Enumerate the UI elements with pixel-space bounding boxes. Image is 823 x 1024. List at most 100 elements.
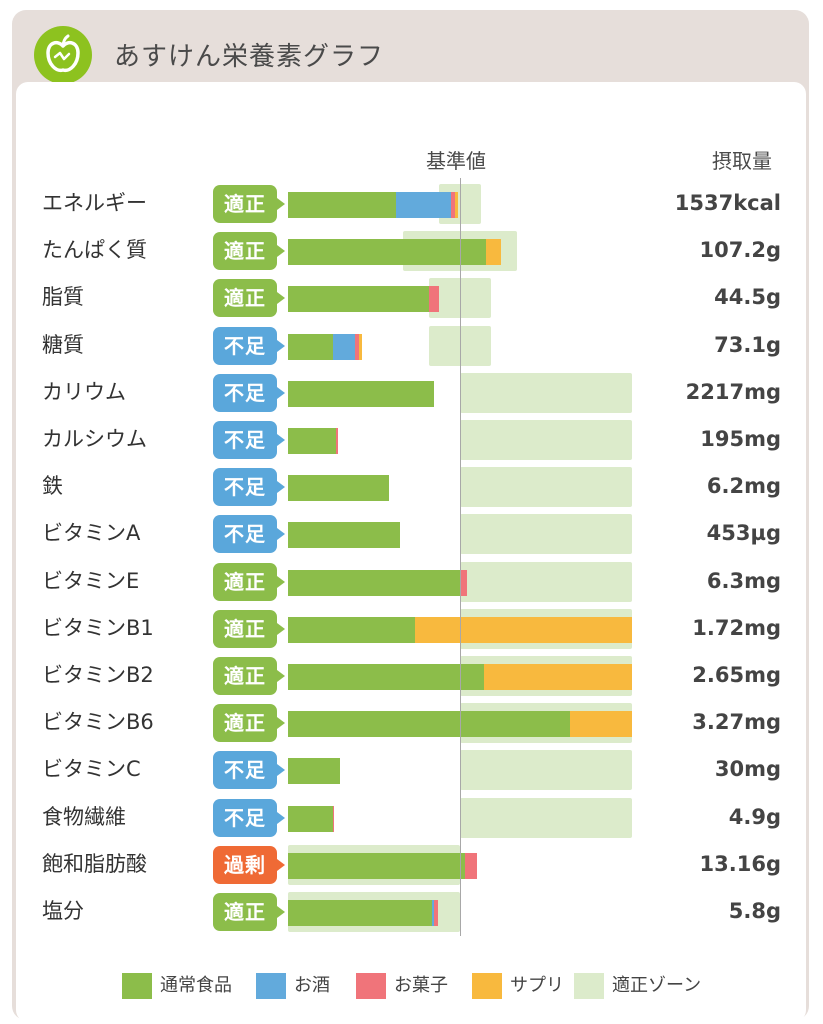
bar-segment-sweets [434, 900, 438, 926]
bar-segment-sweets [460, 569, 467, 596]
nutrient-name: 脂質 [42, 285, 84, 310]
nutrient-row: ビタミンC 不足 30mg [0, 746, 823, 793]
intake-value: 3.27mg [692, 710, 781, 735]
intake-value: 6.2mg [706, 474, 781, 499]
intake-value: 13.16g [699, 851, 781, 876]
bar-segment-supplement [485, 239, 502, 266]
nutrient-row: カルシウム 不足 195mg [0, 416, 823, 463]
nutrient-name: 糖質 [42, 332, 84, 357]
bar-segment-food [288, 192, 397, 218]
bar-segment-alcohol [396, 192, 452, 218]
intake-value: 1537kcal [674, 191, 781, 215]
bar-segment-food [288, 758, 340, 785]
reference-line [460, 178, 461, 936]
bar-segment-alcohol [432, 900, 435, 926]
status-badge: 過剰 [213, 845, 285, 884]
legend-swatch-zone [574, 973, 604, 999]
bar-segment-supplement [484, 664, 632, 690]
legend: 通常食品 お酒 お菓子 サプリ 適正ゾーン [0, 970, 823, 1002]
nutrient-name: ビタミンC [42, 757, 141, 782]
nutrient-row: ビタミンB6 適正 3.27mg [0, 699, 823, 746]
status-badge: 不足 [213, 751, 285, 790]
nutrient-row: 鉄 不足 6.2mg [0, 463, 823, 510]
nutrient-row: ビタミンE 適正 6.3mg [0, 558, 823, 605]
nutrient-name: 鉄 [42, 474, 63, 499]
status-badge: 適正 [213, 893, 285, 931]
status-badge: 適正 [213, 279, 285, 318]
legend-swatch-food [122, 973, 152, 999]
intake-value: 5.8g [728, 899, 781, 923]
bar-segment-sweets [355, 333, 359, 360]
bar-segment-supplement [415, 616, 632, 643]
nutrient-row: ビタミンA 不足 453µg [0, 510, 823, 557]
status-badge: 適正 [213, 704, 285, 743]
bar-segment-food [288, 522, 400, 549]
nutrient-name: ビタミンE [42, 568, 140, 593]
legend-swatch-supplement [472, 973, 502, 999]
status-badge: 不足 [213, 373, 285, 412]
intake-value: 30mg [714, 757, 781, 782]
appropriate-zone [460, 372, 632, 413]
nutrient-row: 塩分 適正 5.8g [0, 888, 823, 935]
appropriate-zone [429, 278, 491, 319]
bar-segment-sweets [465, 852, 478, 879]
appropriate-zone [460, 797, 632, 838]
bar-segment-alcohol [332, 333, 356, 360]
nutrient-name: 塩分 [42, 899, 84, 923]
status-badge: 適正 [213, 185, 285, 223]
bar-segment-food [288, 239, 486, 266]
status-badge: 不足 [213, 468, 285, 507]
legend-label-alcohol: お酒 [294, 975, 330, 996]
appropriate-zone [460, 561, 632, 602]
bar-segment-food [288, 569, 460, 596]
bar-segment-food [288, 805, 333, 832]
appropriate-zone [460, 420, 632, 460]
legend-label-sweets: お菓子 [394, 975, 448, 996]
status-badge: 不足 [213, 326, 285, 365]
appropriate-zone [460, 514, 632, 555]
bar-segment-food [288, 664, 485, 690]
nutrient-row: 脂質 適正 44.5g [0, 274, 823, 321]
nutrient-row: 飽和脂肪酸 過剰 13.16g [0, 841, 823, 888]
bar-segment-food [288, 286, 430, 313]
bar-segment-sweets [332, 805, 335, 832]
status-badge: 不足 [213, 515, 285, 554]
bar-segment-food [288, 616, 416, 643]
nutrient-row: たんぱく質 適正 107.2g [0, 227, 823, 274]
intake-value: 195mg [700, 427, 781, 451]
intake-value: 453µg [706, 521, 781, 546]
nutrient-name: カルシウム [42, 427, 147, 451]
nutrient-name: エネルギー [42, 191, 147, 215]
bar-segment-supplement [358, 333, 362, 360]
intake-value: 73.1g [714, 332, 781, 357]
intake-value: 2.65mg [692, 663, 781, 687]
legend-swatch-sweets [356, 973, 386, 999]
status-badge: 適正 [213, 232, 285, 271]
bar-segment-supplement [570, 711, 632, 738]
appropriate-zone [429, 325, 491, 366]
nutrient-name: 食物繊維 [42, 804, 126, 829]
legend-label-food: 通常食品 [160, 975, 232, 996]
status-badge: 適正 [213, 657, 285, 695]
nutrient-name: ビタミンB2 [42, 663, 154, 687]
bar-segment-food [288, 852, 466, 879]
bar-segment-food [288, 333, 333, 360]
legend-label-supplement: サプリ [510, 975, 564, 996]
intake-value: 1.72mg [692, 615, 781, 640]
bar-segment-sweets [451, 192, 455, 218]
bar-segment-food [288, 380, 435, 407]
header: あすけん栄養素グラフ [12, 10, 809, 90]
status-badge: 適正 [213, 562, 285, 601]
nutrient-name: ビタミンB6 [42, 710, 154, 735]
bar-segment-supplement [454, 192, 459, 218]
nutrient-name: ビタミンB1 [42, 615, 154, 640]
nutrient-name: ビタミンA [42, 521, 141, 546]
bar-segment-food [288, 475, 390, 502]
status-badge: 不足 [213, 421, 285, 459]
legend-swatch-alcohol [256, 973, 286, 999]
bar-segment-sweets [429, 286, 440, 313]
appropriate-zone [460, 467, 632, 508]
intake-value: 4.9g [728, 804, 781, 829]
legend-label-zone: 適正ゾーン [612, 975, 702, 996]
nutrient-row: エネルギー 適正 1537kcal [0, 180, 823, 227]
